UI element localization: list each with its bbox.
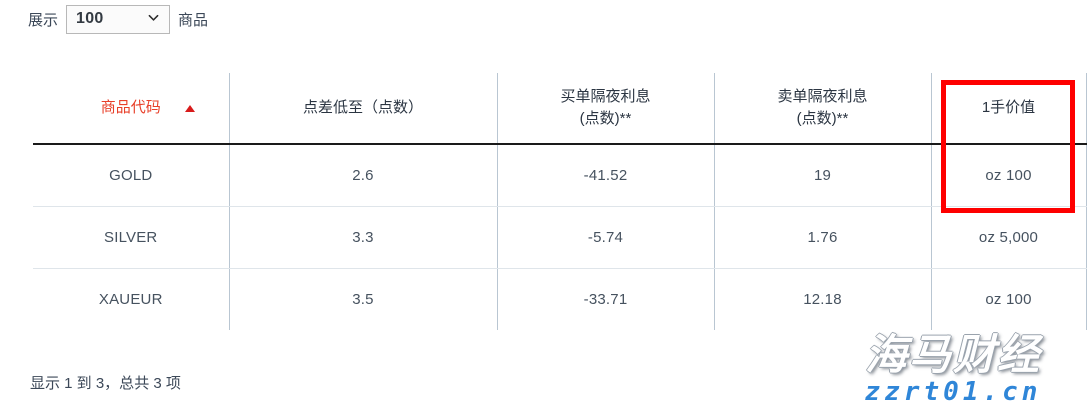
instruments-table-wrapper: 商品代码 点差低至（点数） 买单隔夜利息 (点数)** 卖单隔夜利息 (点数)*… — [33, 73, 1087, 330]
cell-spread: 2.6 — [229, 144, 498, 207]
cell-spread: 3.5 — [229, 268, 498, 330]
table-body: GOLD 2.6 -41.52 19 oz 100 SILVER 3.3 -5.… — [33, 144, 1087, 330]
watermark: 海马财经 zzrt01.cn — [828, 334, 1078, 408]
page-length-select[interactable]: 100 — [66, 4, 171, 34]
watermark-brand: 海马财经 — [864, 330, 1041, 380]
table-row[interactable]: SILVER 3.3 -5.74 1.76 oz 5,000 — [33, 206, 1087, 269]
sort-asc-arrow-icon — [184, 105, 195, 112]
table-header: 商品代码 点差低至（点数） 买单隔夜利息 (点数)** 卖单隔夜利息 (点数)*… — [33, 73, 1087, 145]
column-header-symbol[interactable]: 商品代码 — [33, 73, 230, 145]
length-prefix-label: 展示 — [28, 11, 59, 29]
length-suffix-label: 商品 — [178, 11, 209, 29]
cell-contract-size: oz 100 — [931, 144, 1087, 207]
instruments-table: 商品代码 点差低至（点数） 买单隔夜利息 (点数)** 卖单隔夜利息 (点数)*… — [33, 73, 1087, 330]
cell-swap-short: 12.18 — [714, 268, 932, 330]
column-header-spread-label: 点差低至（点数） — [302, 98, 423, 116]
table-row[interactable]: GOLD 2.6 -41.52 19 oz 100 — [33, 144, 1087, 207]
column-header-swap-long-line1: 买单隔夜利息 — [560, 87, 651, 105]
page-length-value: 100 — [76, 10, 104, 27]
table-info-text: 显示 1 到 3，总共 3 项 — [30, 375, 181, 392]
table-header-row: 商品代码 点差低至（点数） 买单隔夜利息 (点数)** 卖单隔夜利息 (点数)*… — [33, 73, 1087, 145]
column-header-swap-long[interactable]: 买单隔夜利息 (点数)** — [497, 73, 715, 145]
column-header-symbol-label: 商品代码 — [100, 98, 161, 116]
column-header-swap-short[interactable]: 卖单隔夜利息 (点数)** — [714, 73, 932, 145]
cell-swap-short: 1.76 — [714, 206, 932, 269]
cell-swap-short: 19 — [714, 144, 932, 207]
column-header-swap-short-line1: 卖单隔夜利息 — [777, 87, 868, 105]
cell-symbol: SILVER — [33, 206, 230, 269]
table-row[interactable]: XAUEUR 3.5 -33.71 12.18 oz 100 — [33, 268, 1087, 330]
cell-swap-long: -33.71 — [497, 268, 715, 330]
cell-symbol: XAUEUR — [33, 268, 230, 330]
cell-symbol: GOLD — [33, 144, 230, 207]
column-header-swap-short-line2: (点数)** — [796, 110, 849, 127]
column-header-contract-size-label: 1手价值 — [981, 98, 1036, 116]
chevron-down-icon — [148, 12, 159, 23]
cell-swap-long: -5.74 — [497, 206, 715, 269]
column-header-contract-size[interactable]: 1手价值 — [931, 73, 1087, 145]
watermark-domain: zzrt01.cn — [864, 377, 1042, 408]
cell-contract-size: oz 100 — [931, 268, 1087, 330]
cell-contract-size: oz 5,000 — [931, 206, 1087, 269]
cell-swap-long: -41.52 — [497, 144, 715, 207]
table-length-bar: 展示 100 商品 — [28, 4, 208, 34]
cell-spread: 3.3 — [229, 206, 498, 269]
column-header-spread[interactable]: 点差低至（点数） — [229, 73, 498, 145]
column-header-swap-long-line2: (点数)** — [579, 110, 632, 127]
